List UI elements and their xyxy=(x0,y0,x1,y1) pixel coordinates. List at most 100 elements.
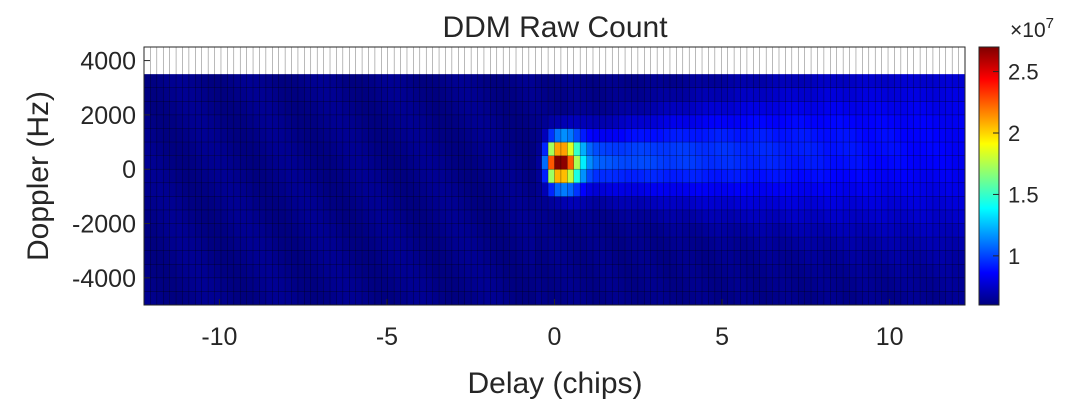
heatmap-cell xyxy=(881,155,889,170)
heatmap-cell xyxy=(246,155,254,170)
heatmap-cell xyxy=(330,291,337,306)
y-tick-label: 2000 xyxy=(80,102,136,130)
heatmap-cell xyxy=(785,142,793,156)
heatmap-cell xyxy=(817,142,825,156)
heatmap-cell xyxy=(310,155,318,170)
heatmap-cell xyxy=(214,196,222,211)
heatmap-cell xyxy=(746,155,754,170)
heatmap-cell xyxy=(163,74,170,89)
heatmap-cell xyxy=(945,196,953,211)
heatmap-cell xyxy=(811,223,818,238)
heatmap-cell xyxy=(509,101,517,116)
heatmap-cell xyxy=(759,277,767,292)
heatmap-cell xyxy=(272,196,279,211)
heatmap-cell xyxy=(836,74,844,89)
heatmap-cell xyxy=(323,196,331,211)
heatmap-cell xyxy=(439,101,446,116)
heatmap-cell xyxy=(156,142,164,156)
heatmap-cell xyxy=(759,169,767,184)
heatmap-cell xyxy=(477,87,485,102)
heatmap-cell xyxy=(426,196,433,211)
heatmap-cell xyxy=(291,264,299,279)
heatmap-cell xyxy=(554,155,562,170)
heatmap-cell xyxy=(464,114,472,129)
heatmap-cell xyxy=(663,291,671,306)
heatmap-cell xyxy=(778,264,786,279)
heatmap-cell xyxy=(554,128,562,143)
heatmap-cell xyxy=(368,87,376,102)
heatmap-cell xyxy=(426,223,433,238)
heatmap-cell xyxy=(169,87,177,102)
heatmap-cell xyxy=(663,182,671,197)
heatmap-cell xyxy=(163,142,170,156)
heatmap-cell xyxy=(920,169,927,184)
heatmap-cell xyxy=(259,291,267,306)
heatmap-cell xyxy=(214,209,222,224)
heatmap-cell xyxy=(714,291,722,306)
heatmap-cell xyxy=(894,250,902,265)
heatmap-cell xyxy=(612,277,619,292)
heatmap-cell xyxy=(567,169,575,184)
heatmap-cell xyxy=(522,277,530,292)
heatmap-cell xyxy=(913,237,921,251)
heatmap-cell xyxy=(233,209,241,224)
heatmap-cell xyxy=(548,142,555,156)
heatmap-cell xyxy=(445,223,453,238)
heatmap-cell xyxy=(618,264,626,279)
heatmap-cell xyxy=(714,250,722,265)
heatmap-cell xyxy=(496,196,504,211)
heatmap-cell xyxy=(220,209,228,224)
heatmap-cell xyxy=(310,291,318,306)
heatmap-cell xyxy=(509,155,517,170)
heatmap-cell xyxy=(144,277,151,292)
heatmap-cell xyxy=(676,196,684,211)
heatmap-cell xyxy=(368,196,376,211)
heatmap-cell xyxy=(766,196,773,211)
heatmap-cell xyxy=(695,196,703,211)
heatmap-cell xyxy=(188,128,196,143)
heatmap-cell xyxy=(791,114,799,129)
heatmap-cell xyxy=(637,142,645,156)
heatmap-cell xyxy=(330,114,337,129)
heatmap-cell xyxy=(669,250,677,265)
heatmap-cell xyxy=(227,155,235,170)
heatmap-cell xyxy=(913,169,921,184)
heatmap-cell xyxy=(471,196,478,211)
heatmap-cell xyxy=(285,223,292,238)
heatmap-cell xyxy=(560,196,568,211)
heatmap-cell xyxy=(394,237,401,251)
heatmap-cell xyxy=(823,196,831,211)
heatmap-cell xyxy=(657,209,664,224)
heatmap-cell xyxy=(535,223,542,238)
heatmap-cell xyxy=(451,155,459,170)
colorbar-gradient xyxy=(978,46,1000,306)
heatmap-cell xyxy=(702,155,709,170)
heatmap-cell xyxy=(477,101,485,116)
heatmap-cell xyxy=(868,182,876,197)
heatmap-cell xyxy=(272,250,279,265)
heatmap-cell xyxy=(920,209,927,224)
heatmap-cell xyxy=(426,142,433,156)
heatmap-cell xyxy=(381,196,389,211)
heatmap-cell xyxy=(362,169,369,184)
heatmap-cell xyxy=(374,142,382,156)
heatmap-cell xyxy=(702,223,709,238)
heatmap-cell xyxy=(708,250,716,265)
heatmap-cell xyxy=(676,114,684,129)
heatmap-cell xyxy=(907,155,914,170)
heatmap-cell xyxy=(875,264,882,279)
heatmap-cell xyxy=(958,74,966,89)
heatmap-cell xyxy=(439,196,446,211)
heatmap-cell xyxy=(669,142,677,156)
heatmap-cell xyxy=(233,277,241,292)
heatmap-cell xyxy=(516,209,523,224)
heatmap-cell xyxy=(612,142,619,156)
heatmap-cell xyxy=(727,196,735,211)
heatmap-cell xyxy=(637,277,645,292)
heatmap-cell xyxy=(458,264,465,279)
heatmap-cell xyxy=(881,101,889,116)
heatmap-cell xyxy=(477,142,485,156)
heatmap-cell xyxy=(535,169,542,184)
heatmap-cell xyxy=(804,250,812,265)
